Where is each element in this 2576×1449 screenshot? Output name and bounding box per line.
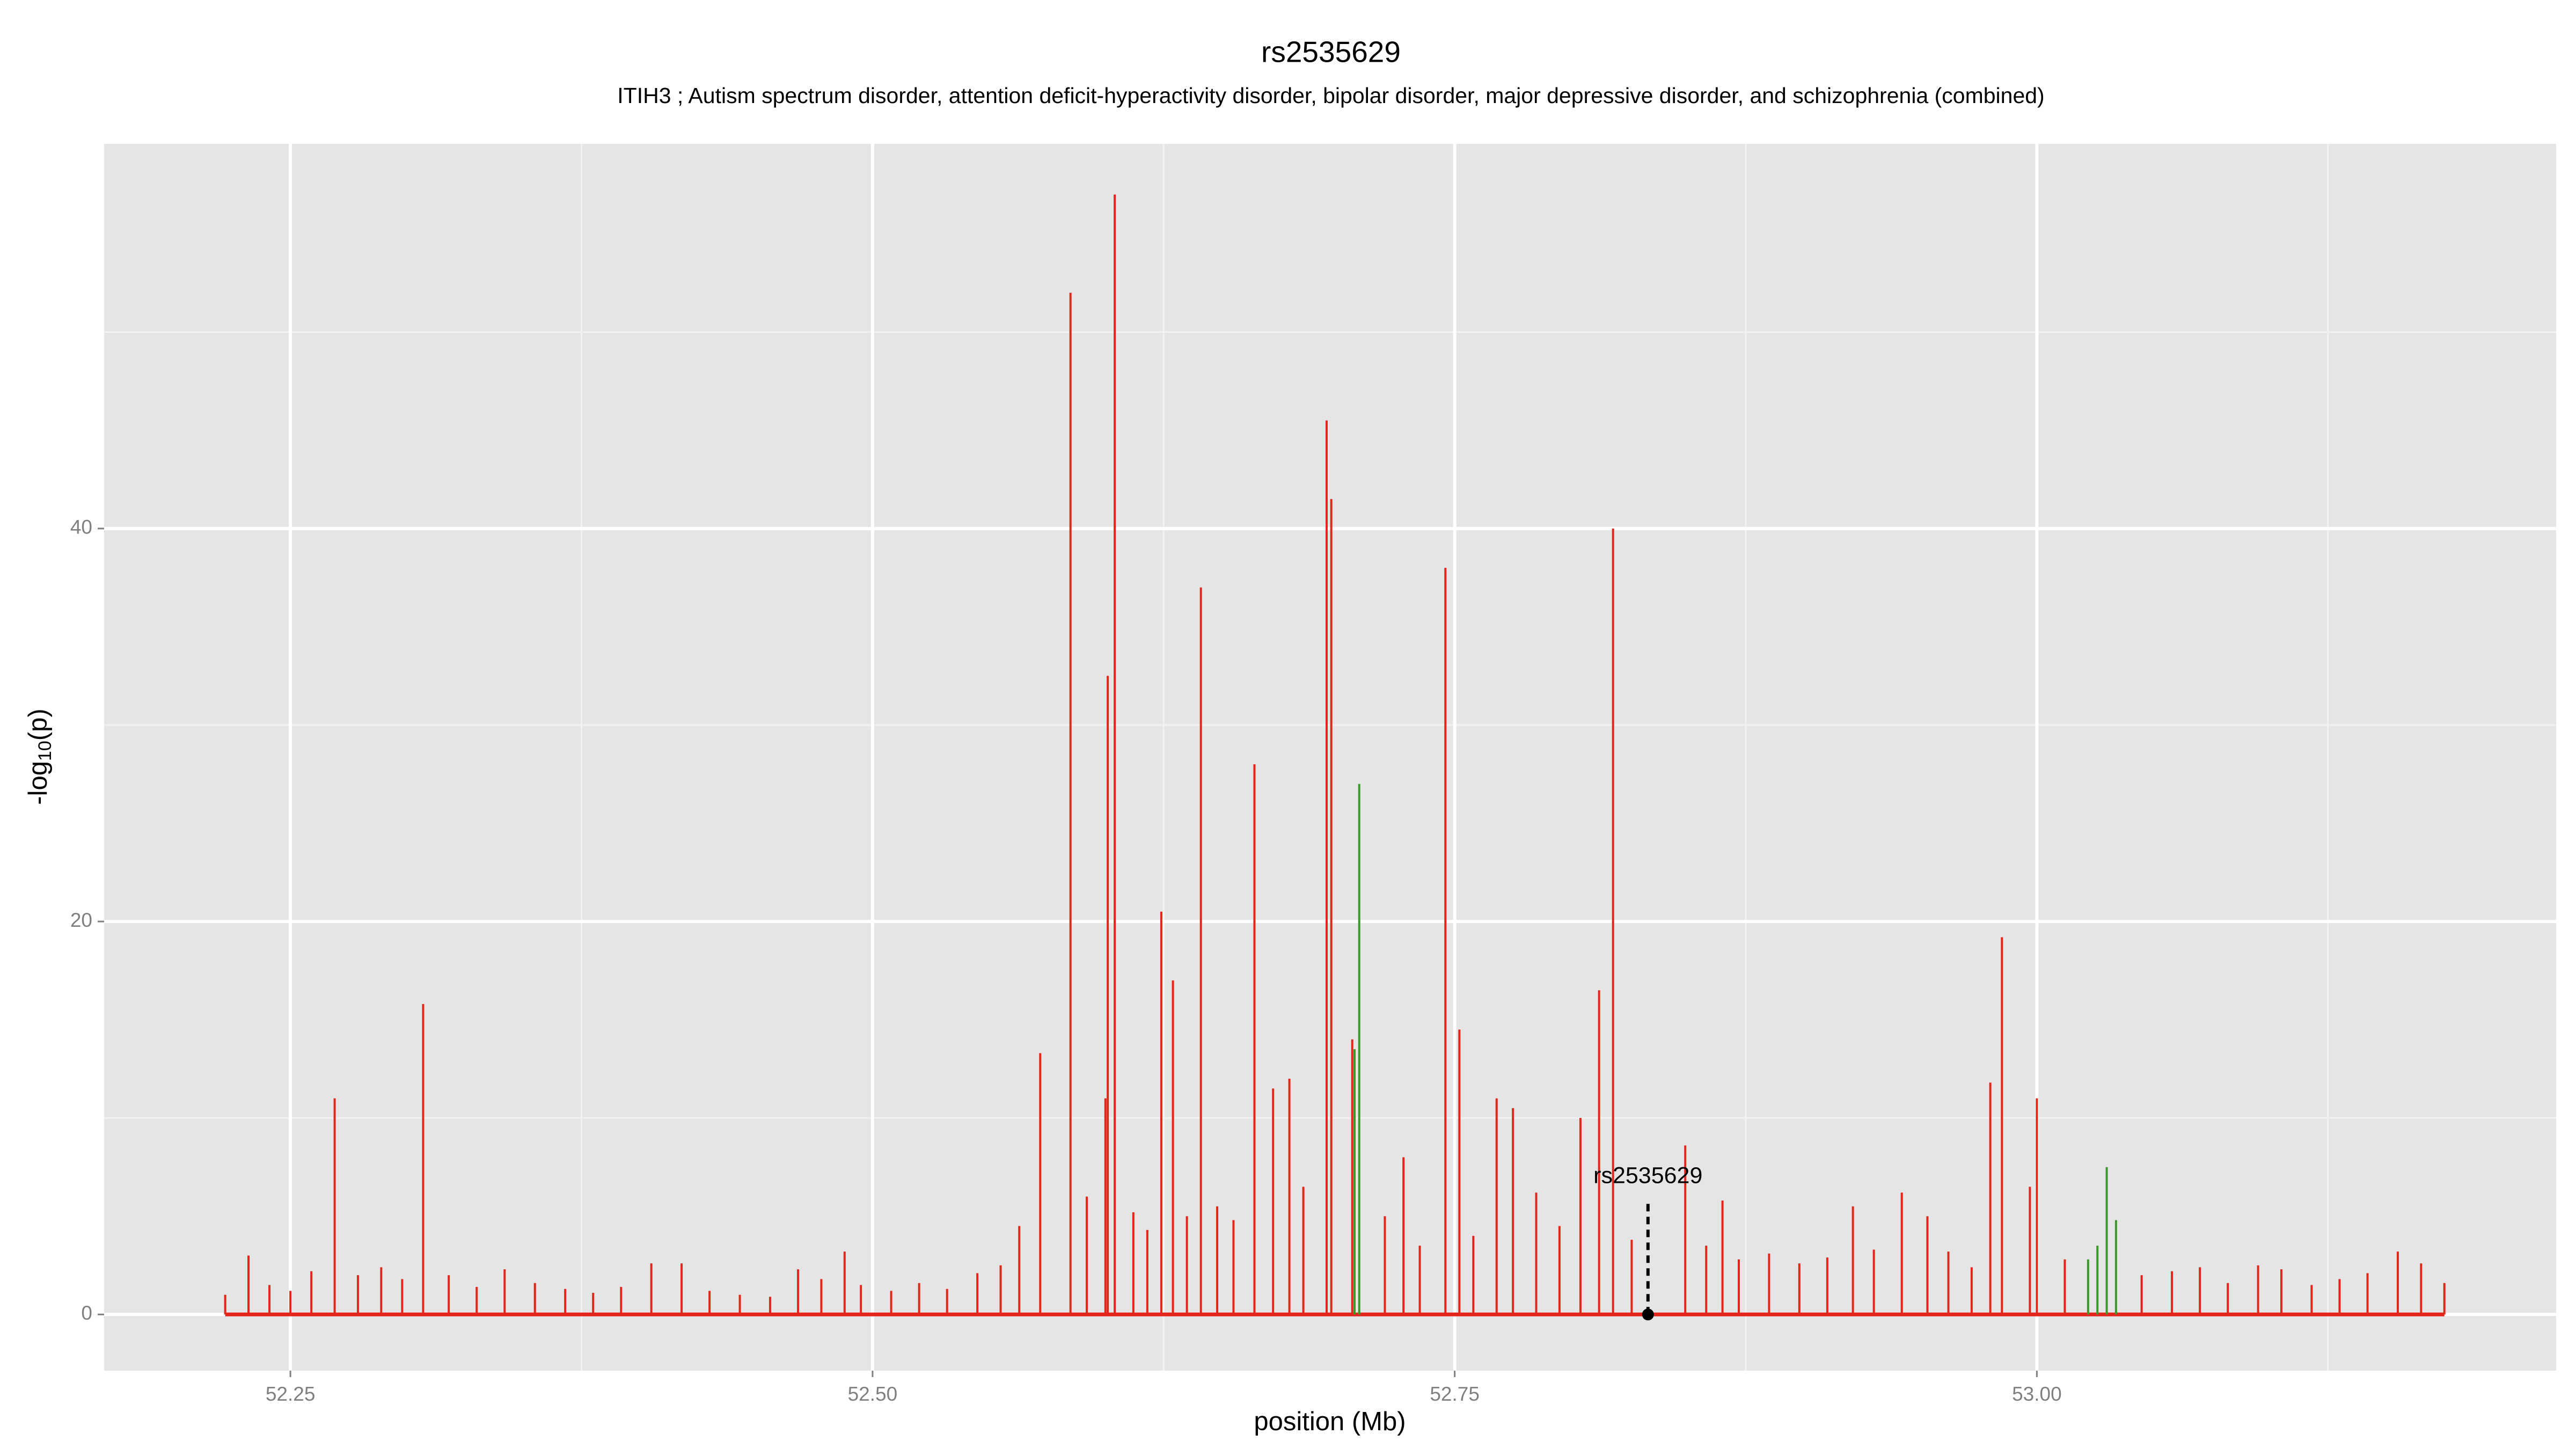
- y-label-sub: 10: [35, 741, 55, 761]
- chart-subtitle: ITIH3 ; Autism spectrum disorder, attent…: [617, 83, 2044, 108]
- y-tick-label: 0: [81, 1302, 92, 1324]
- y-tick-label: 20: [70, 909, 92, 931]
- x-tick-label: 53.00: [2012, 1383, 2062, 1405]
- plot-background: [104, 144, 2556, 1371]
- annotation-point: [1642, 1308, 1654, 1321]
- y-label-tail: (p): [24, 708, 53, 741]
- y-axis-label: -log10(p): [24, 708, 55, 804]
- annotation-label: rs2535629: [1593, 1162, 1702, 1188]
- y-label-main: -log: [24, 761, 53, 805]
- x-tick-label: 52.75: [1430, 1383, 1480, 1405]
- x-tick-label: 52.50: [848, 1383, 898, 1405]
- x-axis-label: position (Mb): [1254, 1407, 1406, 1436]
- x-tick-label: 52.25: [266, 1383, 316, 1405]
- chart-title: rs2535629: [1261, 35, 1401, 69]
- y-tick-label: 40: [70, 516, 92, 538]
